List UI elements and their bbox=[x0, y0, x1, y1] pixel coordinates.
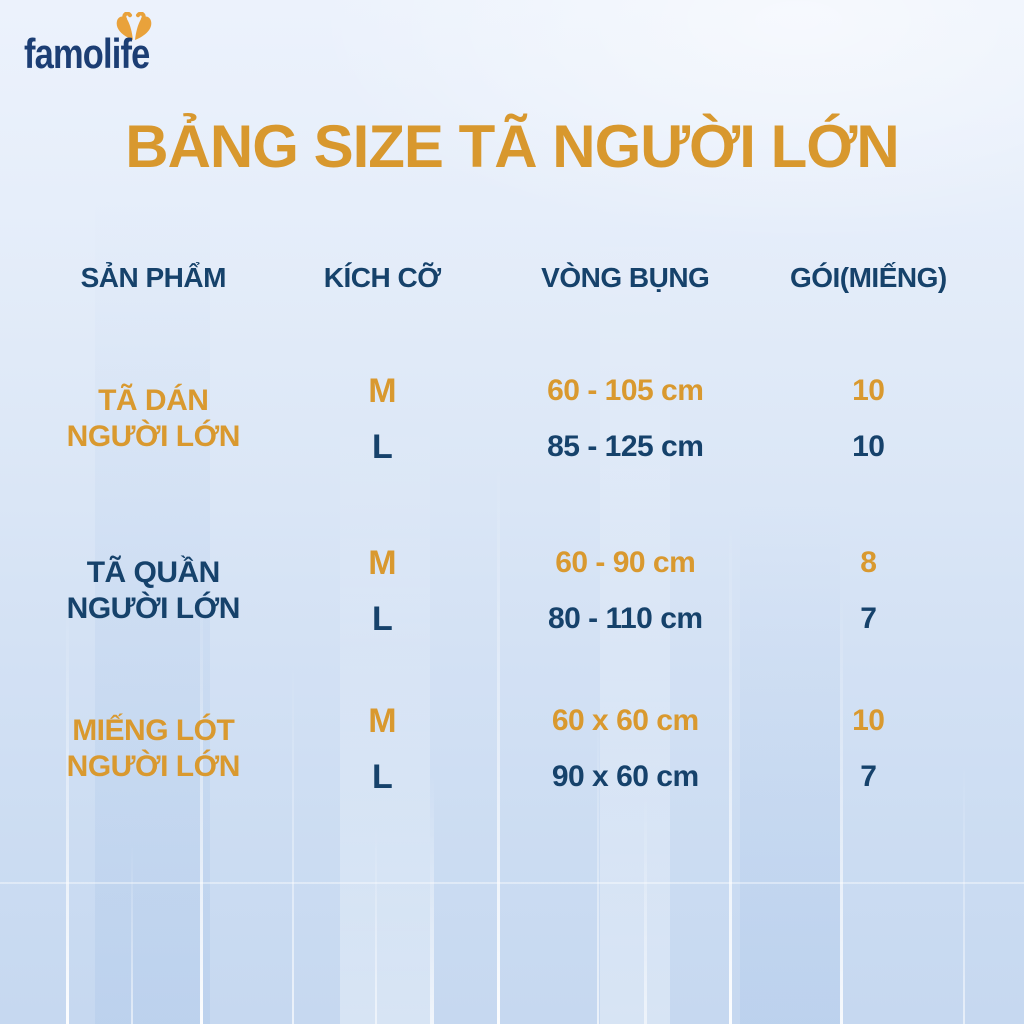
column-header-product: SẢN PHẨM bbox=[80, 262, 227, 293]
product-name-line1: TÃ QUẦN bbox=[86, 556, 221, 589]
brand-logo-text: famolife bbox=[24, 30, 150, 77]
product-group-ta-dan: TÃ DÁN NGƯỜI LỚN M 60 - 105 cm 10 L 85 -… bbox=[40, 363, 984, 475]
size-value: M bbox=[368, 543, 397, 582]
waist-range: 90 x 60 cm bbox=[551, 760, 699, 793]
size-value: L bbox=[372, 427, 393, 466]
waist-range: 60 - 105 cm bbox=[547, 374, 704, 407]
pack-count: 10 bbox=[852, 704, 885, 737]
product-group-ta-quan: TÃ QUẦN NGƯỜI LỚN M 60 - 90 cm 8 L 80 - … bbox=[40, 535, 984, 647]
pack-count: 8 bbox=[860, 546, 877, 579]
column-header-waist: VÒNG BỤNG bbox=[541, 262, 710, 293]
product-name: TÃ DÁN NGƯỜI LỚN bbox=[40, 363, 267, 475]
waist-range: 60 - 90 cm bbox=[555, 546, 696, 579]
table-header-row: SẢN PHẨM KÍCH CỠ VÒNG BỤNG GÓI(MIẾNG) bbox=[40, 256, 984, 300]
product-name: MIẾNG LÓT NGƯỜI LỚN bbox=[40, 693, 267, 805]
waist-range: 85 - 125 cm bbox=[547, 430, 704, 463]
waist-range: 60 x 60 cm bbox=[551, 704, 699, 737]
pack-count: 10 bbox=[852, 374, 885, 407]
product-group-mieng-lot: MIẾNG LÓT NGƯỜI LỚN M 60 x 60 cm 10 L 90… bbox=[40, 693, 984, 805]
product-name-line2: NGƯỜI LỚN bbox=[66, 592, 241, 625]
size-value: L bbox=[372, 599, 393, 638]
product-name-line2: NGƯỜI LỚN bbox=[66, 750, 241, 783]
pack-count: 10 bbox=[852, 430, 885, 463]
size-value: M bbox=[368, 701, 397, 740]
horizontal-light-line bbox=[0, 882, 1024, 884]
size-value: M bbox=[368, 371, 397, 410]
column-header-size: KÍCH CỠ bbox=[323, 262, 441, 293]
pack-count: 7 bbox=[860, 602, 877, 635]
waist-range: 80 - 110 cm bbox=[547, 602, 703, 635]
product-name-line1: MIẾNG LÓT bbox=[72, 714, 235, 747]
product-name: TÃ QUẦN NGƯỜI LỚN bbox=[40, 535, 267, 647]
pack-count: 7 bbox=[860, 760, 877, 793]
product-name-line1: TÃ DÁN bbox=[98, 384, 209, 417]
brand-logo: famolife bbox=[24, 12, 224, 90]
cotton-flower-icon bbox=[116, 12, 152, 40]
product-name-line2: NGƯỜI LỚN bbox=[66, 420, 241, 453]
column-header-pack: GÓI(MIẾNG) bbox=[789, 262, 947, 293]
page-title: BẢNG SIZE TÃ NGƯỜI LỚN bbox=[125, 113, 899, 180]
size-value: L bbox=[372, 757, 393, 796]
